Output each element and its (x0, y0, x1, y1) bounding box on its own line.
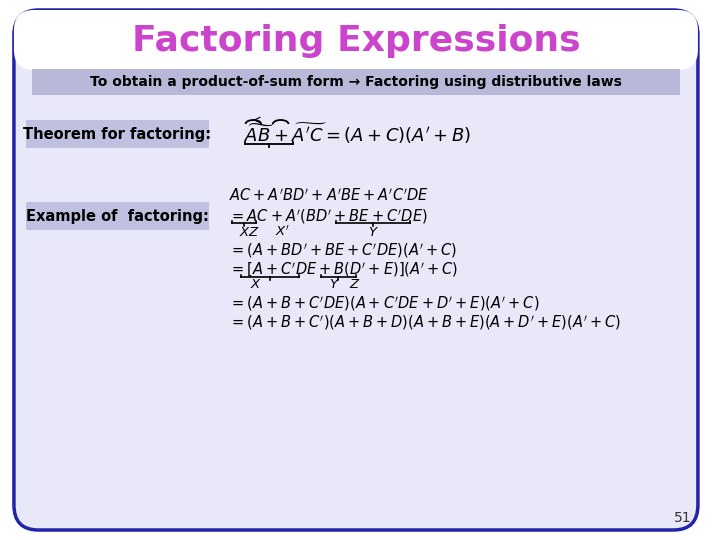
Text: $Z$: $Z$ (349, 278, 361, 291)
Text: Example of  factoring:: Example of factoring: (26, 208, 209, 224)
Text: 51: 51 (673, 511, 691, 525)
FancyBboxPatch shape (14, 10, 698, 530)
Text: Theorem for factoring:: Theorem for factoring: (24, 126, 212, 141)
Text: $AC+A'BD'+A'BE+A'C'DE$: $AC+A'BD'+A'BE+A'C'DE$ (229, 188, 429, 204)
Text: $=(A+BD'+BE+C'DE)(A'+C)$: $=(A+BD'+BE+C'DE)(A'+C)$ (229, 242, 457, 260)
Text: $X'$: $X'$ (275, 225, 289, 239)
Text: $=[A+C'DE+B(D'+E)](A'+C)$: $=[A+C'DE+B(D'+E)](A'+C)$ (229, 261, 459, 279)
Text: $X$: $X$ (251, 278, 262, 291)
Text: $=AC+A'(BD'+BE+C'DE)$: $=AC+A'(BD'+BE+C'DE)$ (229, 208, 428, 226)
Text: $Y$: $Y$ (368, 226, 379, 239)
Bar (26, 202, 210, 230)
Text: $\widetilde{AB}+\widetilde{A'C}=(A+C)(A'+B)$: $\widetilde{AB}+\widetilde{A'C}=(A+C)(A'… (243, 122, 471, 146)
Bar (26, 120, 210, 148)
Text: Factoring Expressions: Factoring Expressions (132, 24, 580, 58)
Bar (32, 69, 680, 95)
FancyBboxPatch shape (14, 10, 698, 70)
Text: $Y$: $Y$ (328, 278, 340, 291)
Text: $=(A+B+C'DE)(A+C'DE+D'+E)(A'+C)$: $=(A+B+C'DE)(A+C'DE+D'+E)(A'+C)$ (229, 295, 539, 313)
Text: $=(A+B+C')(A+B+D)(A+B+E)(A+D'+E)(A'+C)$: $=(A+B+C')(A+B+D)(A+B+E)(A+D'+E)(A'+C)$ (229, 314, 621, 332)
Text: To obtain a product-of-sum form → Factoring using distributive laws: To obtain a product-of-sum form → Factor… (90, 75, 622, 89)
Text: $XZ$: $XZ$ (238, 226, 260, 239)
